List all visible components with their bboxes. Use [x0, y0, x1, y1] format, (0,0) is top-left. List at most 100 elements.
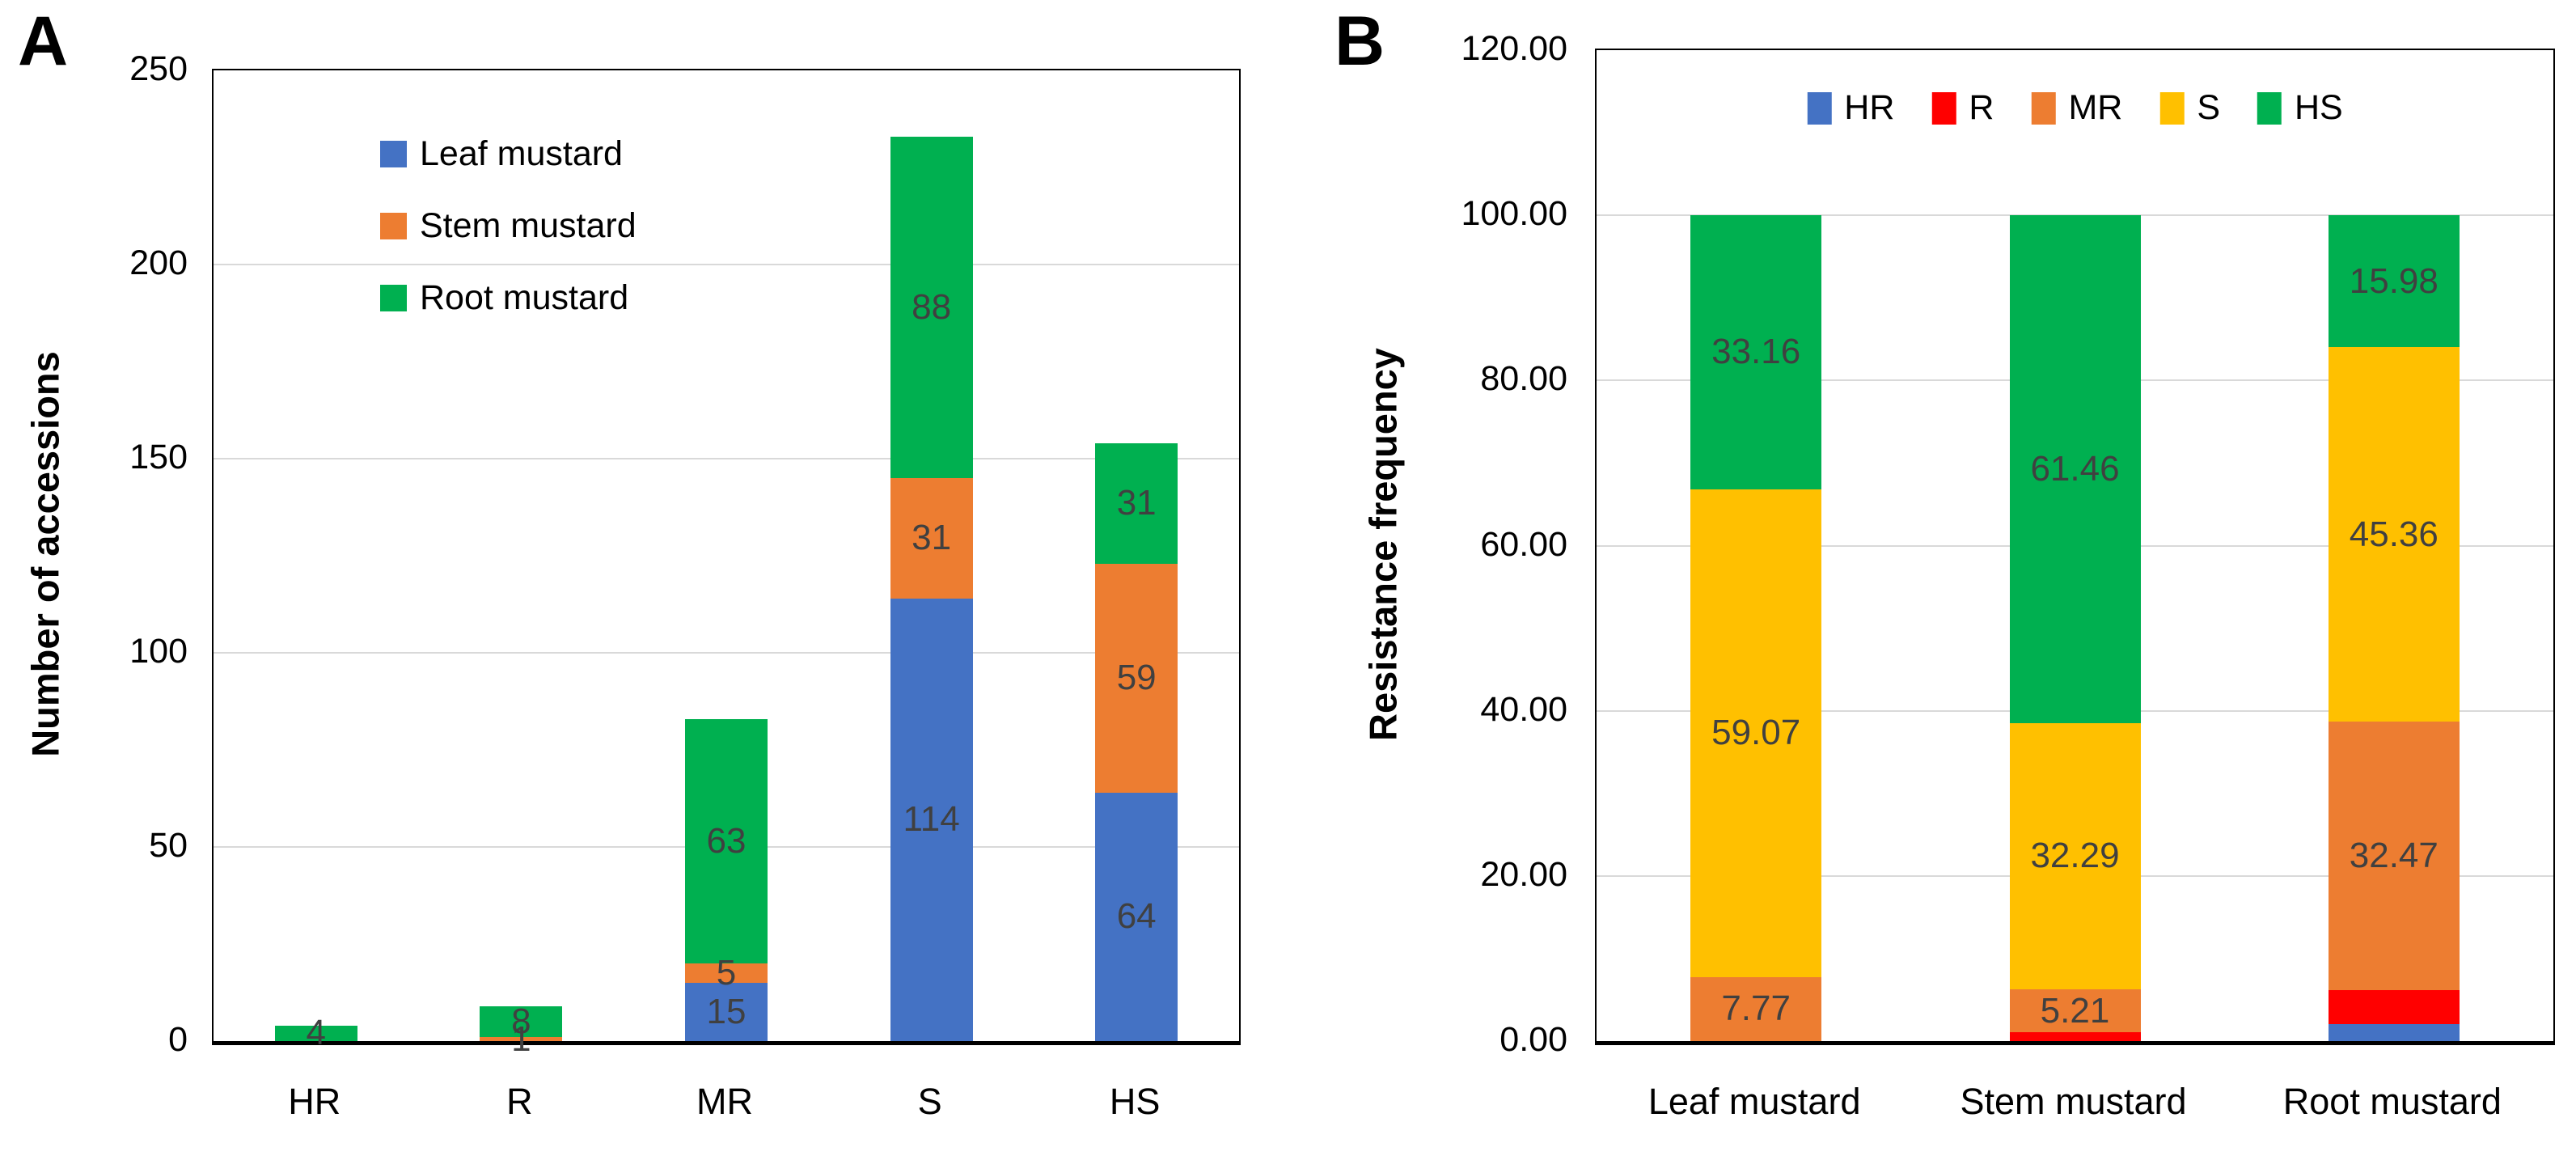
- legend-swatch-icon: [2031, 91, 2056, 125]
- legend-item-leaf-mustard: Leaf mustard: [380, 137, 637, 171]
- legend-label: Root mustard: [420, 278, 629, 317]
- data-label: 5: [716, 953, 737, 993]
- data-label: 61.46: [2030, 448, 2120, 489]
- x-category-label: HR: [288, 1081, 341, 1122]
- bar-segment-root-mustard: 31: [1095, 442, 1178, 564]
- bar-segment-leaf-mustard: 114: [890, 598, 973, 1041]
- y-tick-label: 0: [168, 1020, 188, 1059]
- legend-item-s: S: [2159, 91, 2220, 125]
- legend-label: Leaf mustard: [420, 134, 623, 173]
- y-tick-label: 100.00: [1461, 194, 1567, 234]
- data-label: 4: [306, 1013, 327, 1053]
- legend: HR R MR S HS: [1807, 91, 2343, 125]
- x-category-label: Root mustard: [2282, 1081, 2502, 1122]
- bar-segment-root-mustard: 4: [274, 1013, 357, 1053]
- legend-swatch-icon: [380, 285, 407, 311]
- data-label: 63: [706, 820, 747, 861]
- legend-item-r: R: [1931, 91, 1994, 125]
- bar-segment-hs: 61.46: [2009, 215, 2141, 723]
- y-tick-label: 20.00: [1480, 854, 1567, 894]
- bar-segment-mr: 7.77: [1690, 976, 1822, 1041]
- data-label: 33.16: [1711, 332, 1801, 372]
- data-label: 114: [903, 799, 960, 840]
- data-label: 8: [511, 1001, 531, 1042]
- legend-item-stem-mustard: Stem mustard: [380, 209, 637, 243]
- y-tick-label: 50: [149, 826, 188, 865]
- plot-area-a: 4 1 8 15 5 63 114 31 88 64 59 31 Leaf mustard Stem mu…: [212, 69, 1241, 1056]
- data-label: 32.29: [2030, 836, 2120, 876]
- legend-label: S: [2197, 88, 2220, 127]
- x-category-label: Stem mustard: [1960, 1081, 2187, 1122]
- data-label: 5.21: [2040, 990, 2110, 1031]
- legend-label: Stem mustard: [420, 206, 637, 245]
- bar-segment-r: [2009, 1032, 2141, 1041]
- bar-segment-stem-mustard: 59: [1095, 563, 1178, 793]
- legend-swatch-icon: [2159, 91, 2185, 125]
- data-label: 31: [912, 518, 952, 558]
- bar-segment-s: 59.07: [1690, 489, 1822, 977]
- bar-segment-s: 32.29: [2009, 722, 2141, 990]
- data-label: 15: [706, 992, 747, 1031]
- plot-area-b: 7.77 59.07 33.16 5.21 32.29 61.46 32.47 45.36 15…: [1595, 49, 2555, 1045]
- y-tick-label: 80.00: [1480, 359, 1567, 399]
- y-tick-label: 250: [129, 49, 188, 88]
- bar-segment-leaf-mustard: 64: [1095, 792, 1178, 1041]
- data-label: 45.36: [2349, 514, 2439, 554]
- y-tick-label: 120.00: [1461, 29, 1567, 68]
- x-category-label: Leaf mustard: [1648, 1081, 1861, 1122]
- legend-item-mr: MR: [2031, 91, 2122, 125]
- legend-label: MR: [2068, 88, 2123, 127]
- legend-item-hs: HS: [2257, 91, 2343, 125]
- y-axis-title: Number of accessions: [23, 351, 67, 757]
- data-label: 88: [912, 286, 952, 327]
- legend-label: HR: [1844, 88, 1895, 127]
- y-tick-label: 100: [129, 632, 188, 671]
- data-label: 15.98: [2349, 260, 2439, 301]
- bar-segment-stem-mustard: 31: [890, 478, 973, 599]
- y-tick-label: 150: [129, 438, 188, 476]
- bar-segment-stem-mustard: 5: [685, 953, 768, 993]
- gridline-100.00: [1597, 214, 2553, 217]
- data-label: 7.77: [1721, 989, 1791, 1029]
- data-label: 59: [1116, 658, 1157, 698]
- bar-segment-root-mustard: 8: [480, 1001, 563, 1042]
- x-category-label: S: [917, 1081, 942, 1122]
- bar-segment-mr: 32.47: [2328, 722, 2460, 990]
- x-category-label: HS: [1109, 1081, 1161, 1122]
- bar-segment-hs: 15.98: [2328, 215, 2460, 348]
- gridline-100: [214, 652, 1239, 654]
- legend-label: HS: [2295, 88, 2343, 127]
- data-label: 64: [1116, 896, 1157, 937]
- bar-segment-s: 45.36: [2328, 347, 2460, 722]
- panel-b-letter: B: [1335, 2, 1385, 80]
- legend-item-root-mustard: Root mustard: [380, 281, 637, 315]
- legend-swatch-icon: [1807, 91, 1832, 125]
- bar-segment-leaf-mustard: 15: [685, 983, 768, 1041]
- legend: Leaf mustard Stem mustard Root mustard: [380, 137, 637, 315]
- y-tick-label: 200: [129, 243, 188, 282]
- legend-label: R: [1969, 88, 1994, 127]
- y-tick-label: 40.00: [1480, 689, 1567, 729]
- x-category-label: MR: [696, 1081, 753, 1122]
- y-axis-title: Resistance frequency: [1361, 347, 1405, 741]
- legend-swatch-icon: [380, 213, 407, 239]
- data-label: 32.47: [2349, 836, 2439, 876]
- data-label: 59.07: [1711, 713, 1801, 753]
- gridline-200: [214, 264, 1239, 265]
- bar-segment-hr: [2328, 1023, 2460, 1041]
- legend-swatch-icon: [380, 141, 407, 167]
- gridline-150: [214, 458, 1239, 459]
- x-category-label: R: [506, 1081, 533, 1122]
- y-tick-label: 0.00: [1499, 1020, 1567, 1059]
- legend-swatch-icon: [2257, 91, 2282, 125]
- legend-swatch-icon: [1931, 91, 1956, 125]
- panel-a-letter: A: [18, 2, 69, 80]
- bar-segment-hs: 33.16: [1690, 215, 1822, 489]
- bar-segment-r: [2328, 989, 2460, 1024]
- bar-segment-mr: 5.21: [2009, 989, 2141, 1033]
- legend-item-hr: HR: [1807, 91, 1894, 125]
- y-tick-label: 60.00: [1480, 524, 1567, 564]
- bar-segment-root-mustard: 63: [685, 718, 768, 963]
- data-label: 31: [1116, 483, 1157, 523]
